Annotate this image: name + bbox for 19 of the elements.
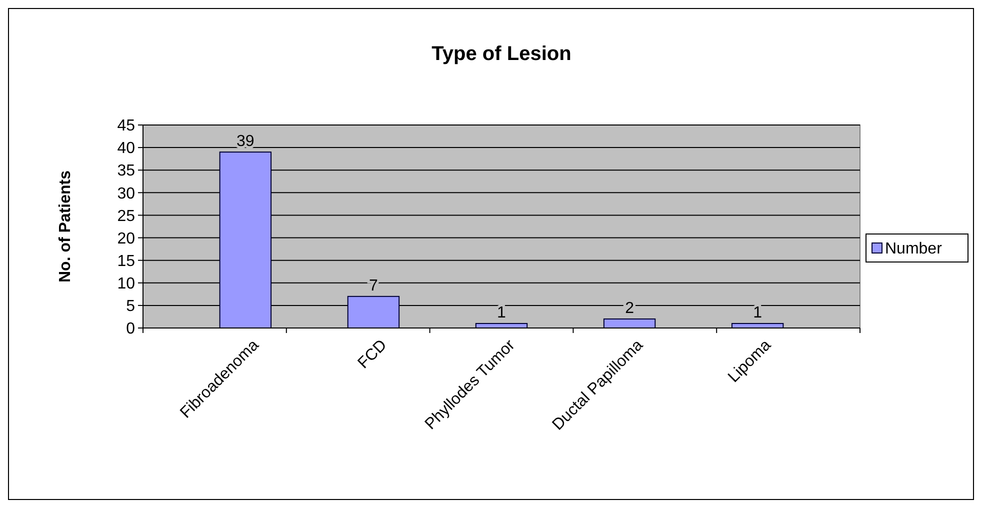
y-tick-label: 15 (117, 252, 136, 270)
y-tick-label: 5 (126, 298, 136, 316)
y-tick-label: 20 (117, 230, 136, 248)
y-axis-title: No. of Patients (57, 170, 74, 283)
data-label: 39 (236, 133, 254, 150)
legend-label: Number (885, 240, 943, 258)
y-tick-label: 40 (117, 140, 136, 158)
bar (603, 318, 656, 328)
y-tick-label: 25 (117, 208, 136, 225)
bar (347, 296, 400, 328)
data-label: 1 (497, 304, 506, 322)
y-tick-label: 0 (126, 320, 136, 338)
data-label: 1 (753, 304, 762, 322)
y-tick-label: 45 (117, 118, 136, 135)
chart-title: Type of Lesion (432, 43, 572, 65)
bar (219, 152, 272, 328)
y-tick-label: 30 (117, 185, 136, 202)
y-tick-label: 35 (117, 162, 136, 180)
y-tick-label: 10 (117, 275, 136, 292)
